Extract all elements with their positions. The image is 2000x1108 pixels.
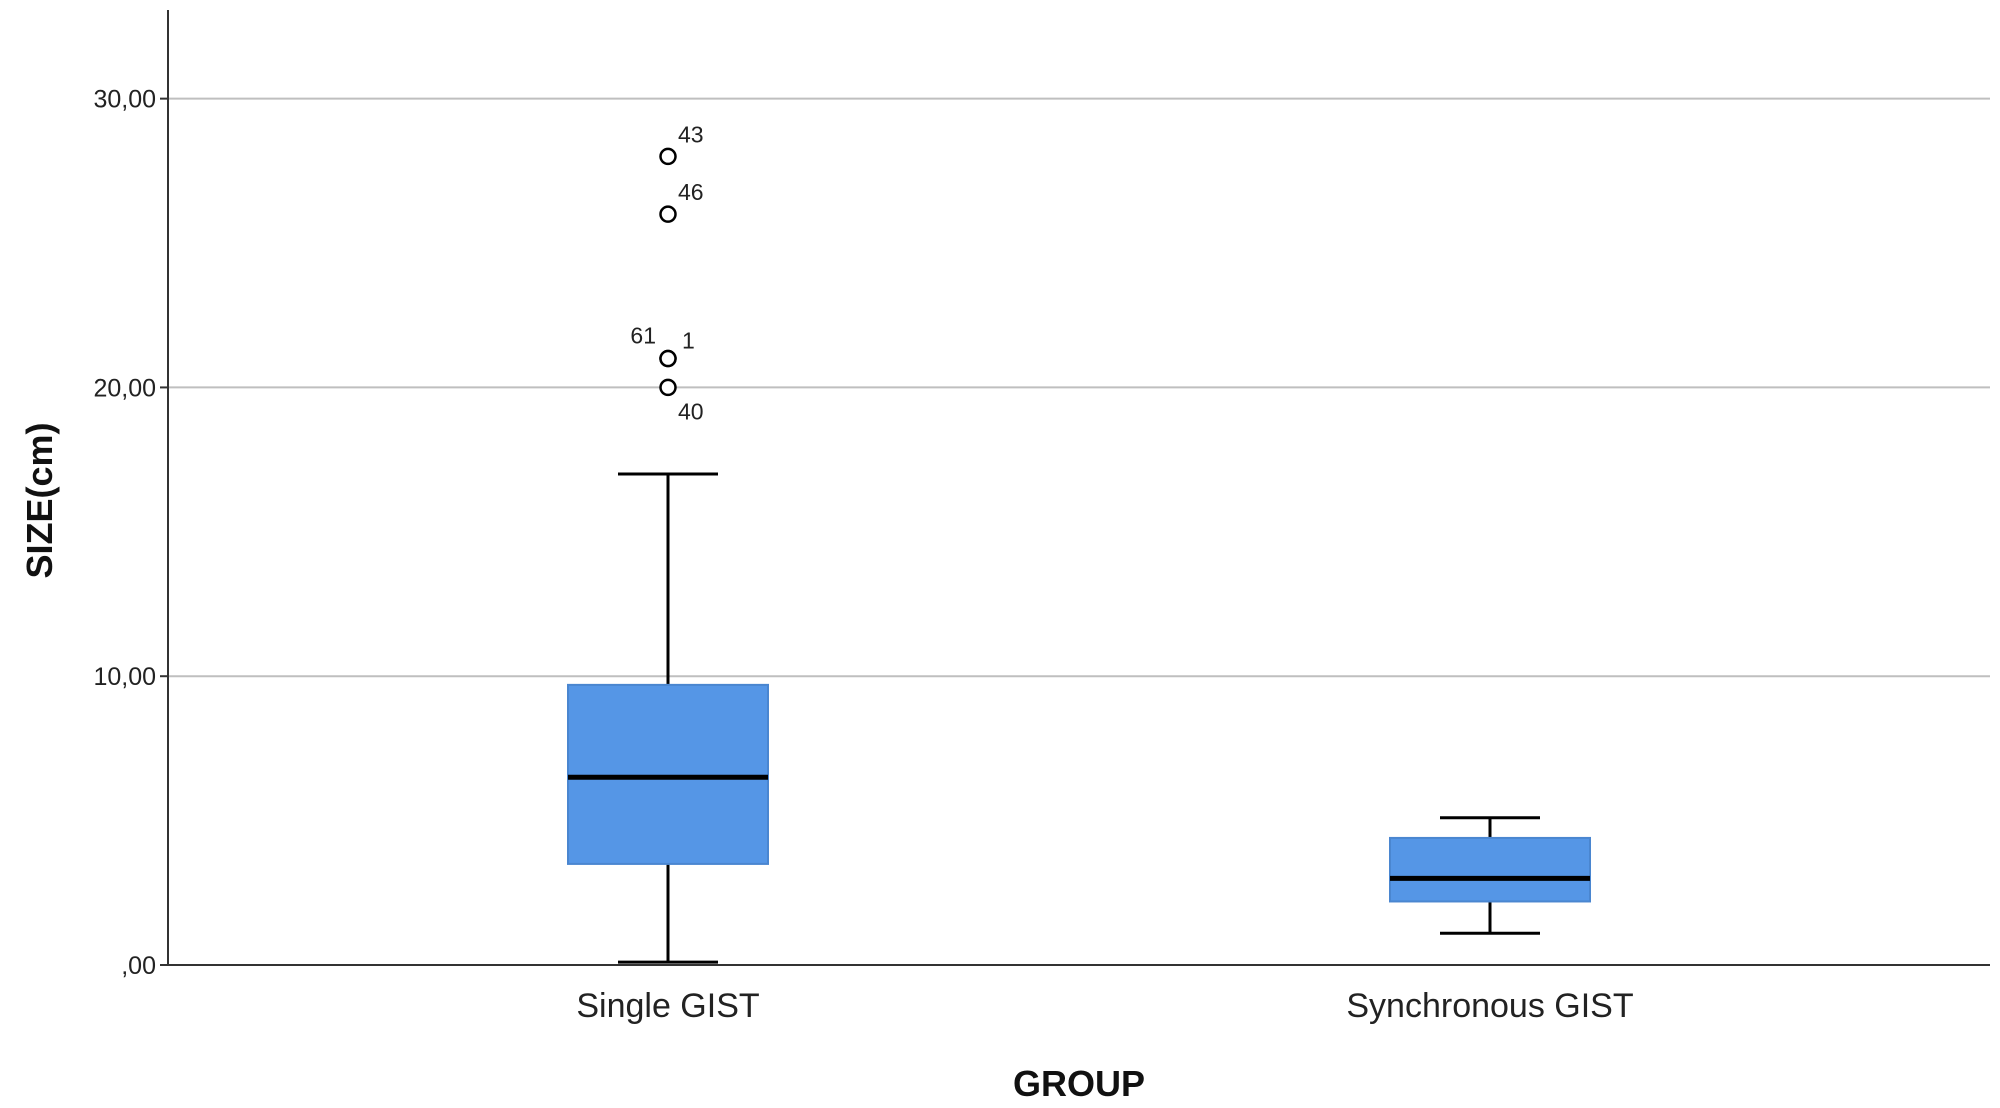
outlier-point [659, 378, 677, 397]
outlier-label: 43 [678, 121, 704, 147]
y-tick-label: 30,00 [93, 86, 156, 114]
outlier-point [659, 349, 677, 368]
x-category-label: Synchronous GIST [1346, 987, 1633, 1025]
y-tick-label: 20,00 [93, 374, 156, 402]
outlier-label: 1 [682, 328, 695, 354]
x-axis-title: GROUP [1013, 1063, 1145, 1104]
outlier-label: 40 [678, 398, 704, 424]
y-tick-label: 10,00 [93, 663, 156, 691]
labels: ,00 10,00 20,00 30,00 43 46 61 1 40 Single GIST Sy… [93, 86, 1633, 1025]
boxes [567, 147, 1591, 964]
x-category-label: Single GIST [576, 987, 759, 1025]
iqr-box [567, 683, 769, 865]
gridlines [168, 97, 1990, 678]
outlier-point [659, 205, 677, 223]
axes [160, 10, 1990, 966]
outlier-label: 61 [630, 323, 656, 349]
box-single-gist [567, 147, 769, 964]
outlier-label: 46 [678, 179, 704, 205]
iqr-box [1389, 836, 1591, 903]
y-axis-title: SIZE(cm) [19, 422, 60, 578]
box-synchronous-gist [1389, 816, 1591, 935]
y-tick-label: ,00 [121, 952, 156, 980]
outlier-point [659, 147, 677, 166]
